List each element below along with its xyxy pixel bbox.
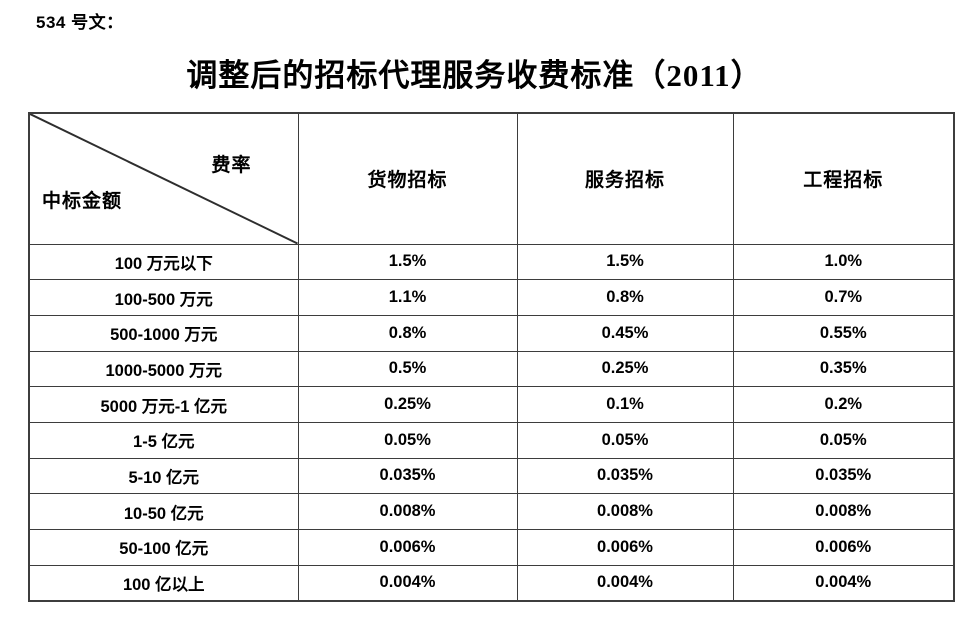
document-number: 534 号文： bbox=[36, 13, 124, 32]
service-rate-cell: 0.8% bbox=[516, 279, 734, 316]
service-rate-cell: 0.05% bbox=[516, 421, 734, 459]
goods-rate-cell: 0.006% bbox=[297, 529, 518, 566]
diagonal-corner-cell: 费率 中标金额 bbox=[28, 112, 299, 245]
amount-range-cell: 5000 万元-1 亿元 bbox=[28, 386, 299, 423]
goods-rate-cell: 0.035% bbox=[297, 457, 518, 495]
table-row: 100 万元以下 1.5% 1.5% 1.0% bbox=[28, 243, 955, 281]
service-rate-cell: 0.1% bbox=[516, 386, 734, 423]
goods-rate-cell: 0.25% bbox=[297, 386, 518, 423]
engineering-rate-cell: 0.004% bbox=[732, 564, 955, 602]
engineering-rate-cell: 0.008% bbox=[732, 493, 955, 530]
amount-range-cell: 5-10 亿元 bbox=[28, 457, 299, 495]
engineering-rate-cell: 0.55% bbox=[732, 314, 955, 352]
amount-range-cell: 1000-5000 万元 bbox=[28, 350, 299, 388]
service-rate-cell: 0.45% bbox=[516, 314, 734, 352]
amount-range-cell: 50-100 亿元 bbox=[28, 529, 299, 566]
fee-rate-table: 费率 中标金额 货物招标 服务招标 工程招标 100 万元以下 1.5% 1.5… bbox=[28, 112, 955, 602]
column-header-goods-bidding: 货物招标 bbox=[297, 112, 518, 245]
service-rate-cell: 0.004% bbox=[516, 564, 734, 602]
goods-rate-cell: 0.8% bbox=[297, 314, 518, 352]
table-row: 1-5 亿元 0.05% 0.05% 0.05% bbox=[28, 421, 955, 459]
amount-range-cell: 100 亿以上 bbox=[28, 564, 299, 602]
table-row: 5000 万元-1 亿元 0.25% 0.1% 0.2% bbox=[28, 386, 955, 423]
corner-label-bid-amount: 中标金额 bbox=[42, 191, 123, 212]
engineering-rate-cell: 0.05% bbox=[732, 421, 955, 459]
goods-rate-cell: 0.05% bbox=[297, 421, 518, 459]
engineering-rate-cell: 0.035% bbox=[732, 457, 955, 495]
goods-rate-cell: 0.008% bbox=[297, 493, 518, 530]
table-row: 1000-5000 万元 0.5% 0.25% 0.35% bbox=[28, 350, 955, 388]
amount-range-cell: 100-500 万元 bbox=[28, 279, 299, 316]
engineering-rate-cell: 0.35% bbox=[732, 350, 955, 388]
goods-rate-cell: 1.5% bbox=[297, 243, 518, 281]
service-rate-cell: 0.25% bbox=[516, 350, 734, 388]
column-header-service-bidding: 服务招标 bbox=[516, 112, 734, 245]
diagonal-divider-line bbox=[30, 114, 298, 244]
table-row: 100-500 万元 1.1% 0.8% 0.7% bbox=[28, 279, 955, 316]
goods-rate-cell: 1.1% bbox=[297, 279, 518, 316]
amount-range-cell: 100 万元以下 bbox=[28, 243, 299, 281]
table-row: 100 亿以上 0.004% 0.004% 0.004% bbox=[28, 564, 955, 602]
amount-range-cell: 10-50 亿元 bbox=[28, 493, 299, 530]
engineering-rate-cell: 0.2% bbox=[732, 386, 955, 423]
amount-range-cell: 500-1000 万元 bbox=[28, 314, 299, 352]
table-row: 50-100 亿元 0.006% 0.006% 0.006% bbox=[28, 529, 955, 566]
table-row: 10-50 亿元 0.008% 0.008% 0.008% bbox=[28, 493, 955, 530]
table-header-row: 费率 中标金额 货物招标 服务招标 工程招标 bbox=[28, 112, 955, 245]
service-rate-cell: 0.006% bbox=[516, 529, 734, 566]
amount-range-cell: 1-5 亿元 bbox=[28, 421, 299, 459]
table-row: 5-10 亿元 0.035% 0.035% 0.035% bbox=[28, 457, 955, 495]
engineering-rate-cell: 1.0% bbox=[732, 243, 955, 281]
engineering-rate-cell: 0.006% bbox=[732, 529, 955, 566]
service-rate-cell: 0.008% bbox=[516, 493, 734, 530]
corner-label-fee-rate: 费率 bbox=[211, 155, 252, 176]
service-rate-cell: 0.035% bbox=[516, 457, 734, 495]
page-title: 调整后的招标代理服务收费标准（2011） bbox=[186, 58, 763, 93]
table-row: 500-1000 万元 0.8% 0.45% 0.55% bbox=[28, 314, 955, 352]
goods-rate-cell: 0.004% bbox=[297, 564, 518, 602]
engineering-rate-cell: 0.7% bbox=[732, 279, 955, 316]
service-rate-cell: 1.5% bbox=[516, 243, 734, 281]
column-header-engineering-bidding: 工程招标 bbox=[732, 112, 955, 245]
goods-rate-cell: 0.5% bbox=[297, 350, 518, 388]
